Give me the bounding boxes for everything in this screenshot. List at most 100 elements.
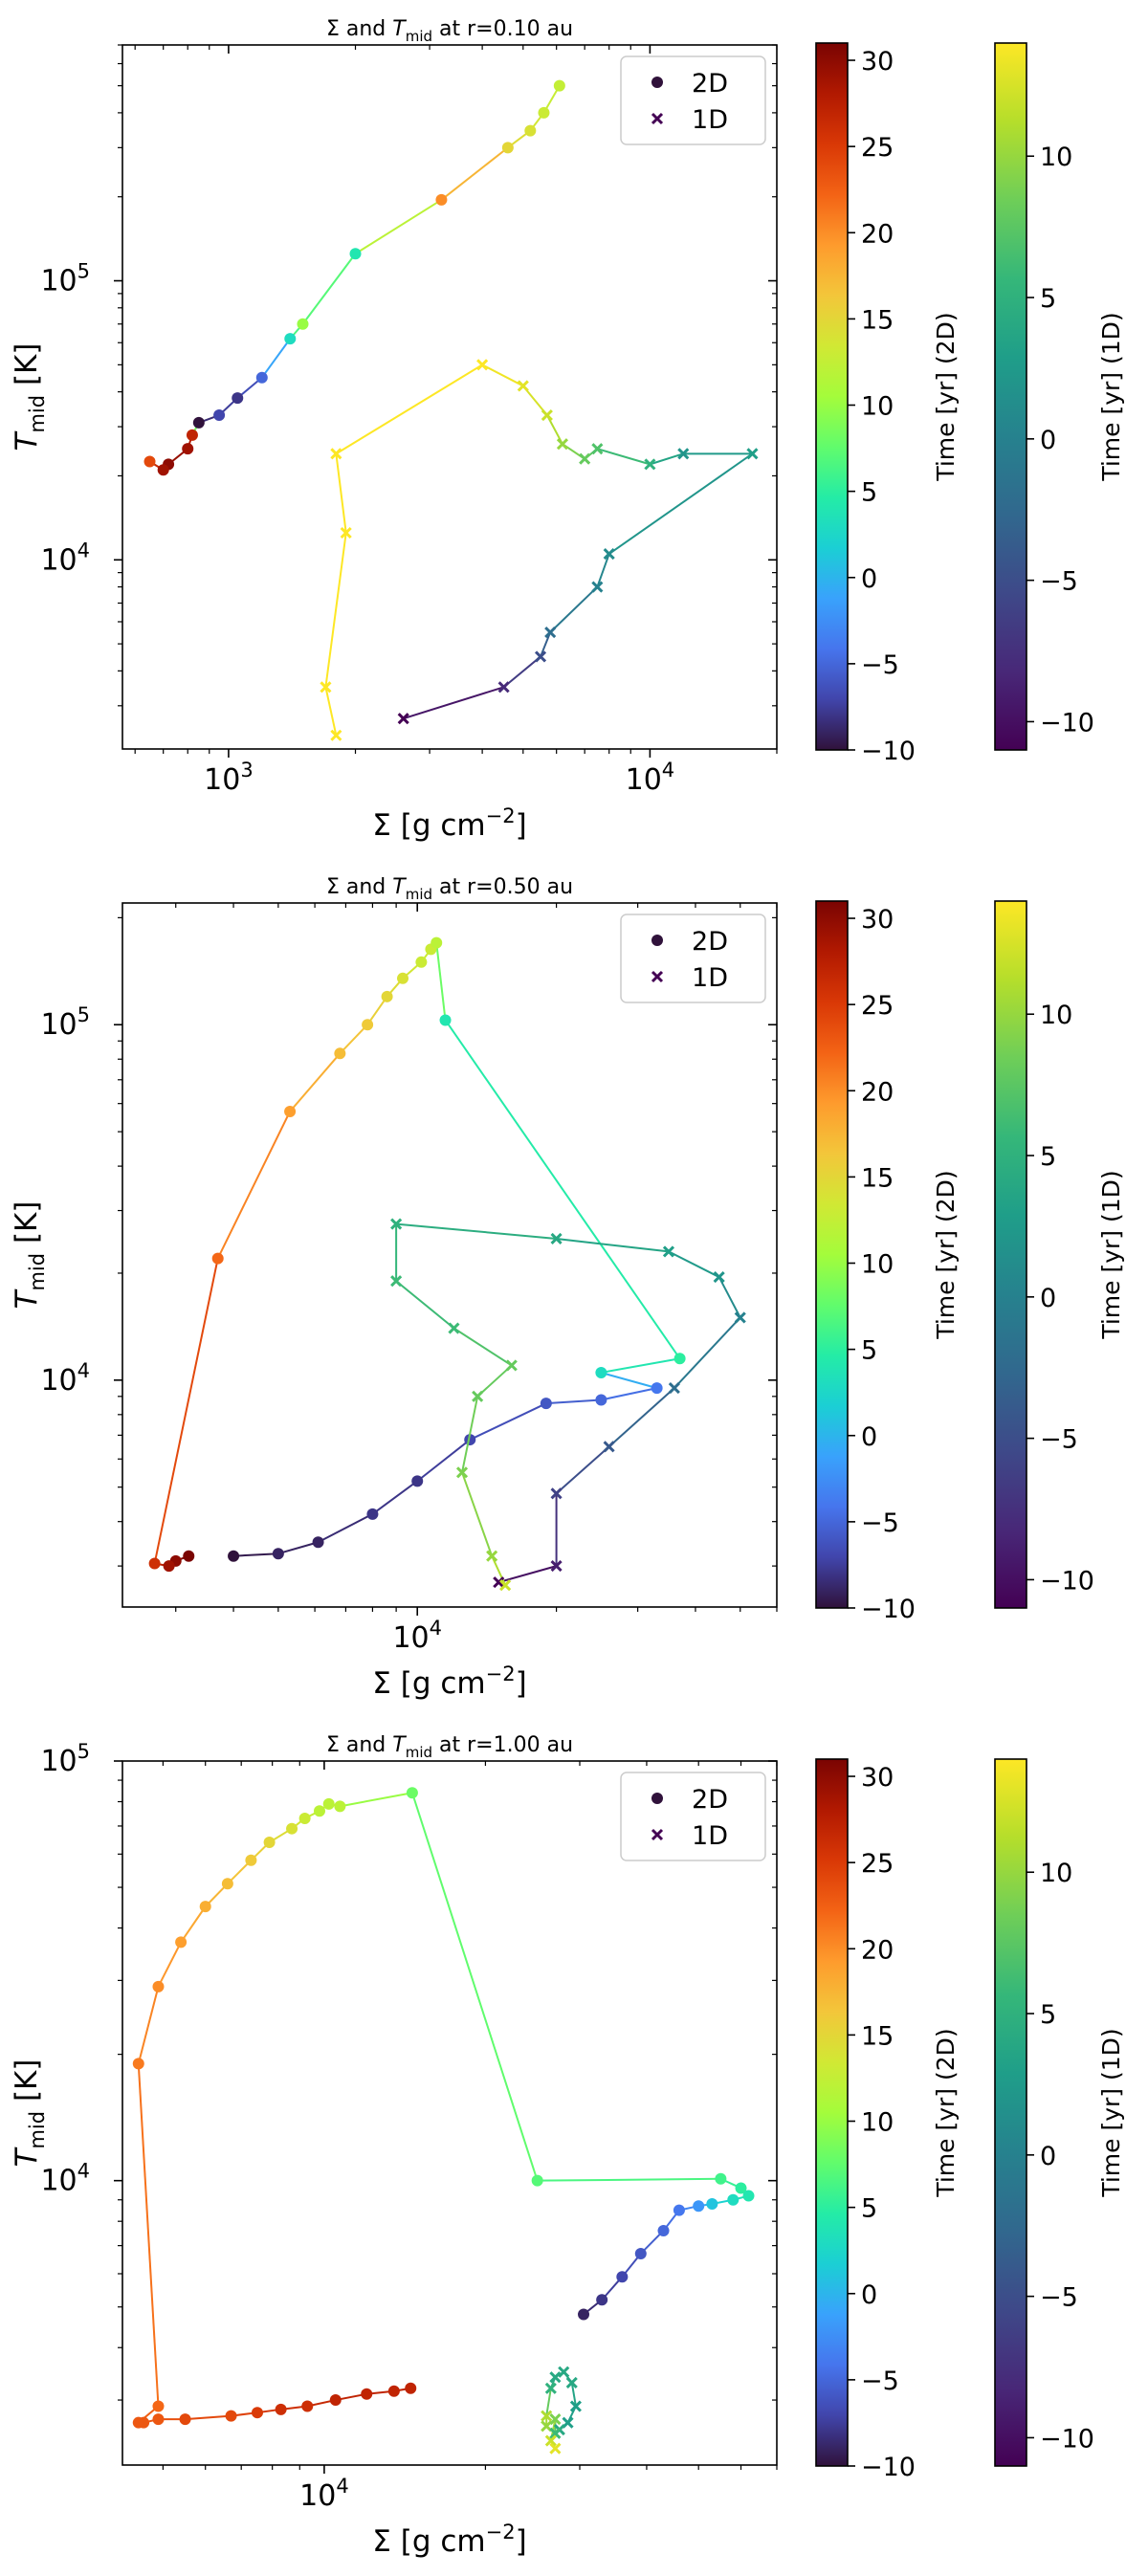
x-tick-label: 104 — [626, 759, 675, 797]
series-1D-point — [541, 408, 553, 422]
series-2D-segment — [216, 1111, 291, 1260]
series-2D-segment — [416, 1439, 471, 1483]
series-1D-segment — [503, 655, 541, 689]
series-2D-point — [387, 2385, 400, 2397]
colorbar-tick-label: −10 — [861, 1595, 916, 1624]
colorbar-tick-label: −5 — [861, 2367, 899, 2396]
colorbar-tick-label: −10 — [861, 2453, 916, 2482]
series-1D-point — [550, 1232, 563, 1245]
series-1D-segment — [549, 585, 599, 633]
colorbar-tick-label: −10 — [861, 737, 916, 766]
series-2D-point — [334, 1047, 346, 1060]
series-2D-point — [405, 2382, 417, 2394]
series-2D-point — [439, 1014, 452, 1026]
series-2D-point — [657, 2224, 670, 2236]
series-2D-segment — [537, 2177, 721, 2182]
colorbar-tick-label: 25 — [861, 133, 894, 163]
series-2D-point — [251, 2407, 263, 2419]
series-1D-point — [499, 1579, 512, 1592]
series-2D-segment — [153, 1258, 219, 1564]
series-2D-point — [186, 429, 198, 441]
colorbar-tick-label: 15 — [861, 2021, 894, 2051]
series-2D-point — [735, 2182, 747, 2194]
colorbar-bar — [994, 42, 1027, 751]
series-1D-segment — [461, 1396, 479, 1473]
series-2D-segment — [277, 1541, 319, 1555]
legend-marker-1d — [651, 970, 664, 983]
colorbar-tick-label: 15 — [861, 1163, 894, 1193]
series-1D-point — [644, 458, 656, 471]
series-1D-point — [541, 2410, 553, 2422]
series-2D-segment — [435, 942, 447, 1021]
series-2D-segment — [185, 2414, 232, 2421]
legend-label-1d: 1D — [692, 1821, 728, 1851]
colorbar-tick-label: 20 — [861, 1077, 894, 1107]
series-2D-segment — [260, 338, 292, 379]
series-2D-point — [538, 106, 550, 119]
series-1D-point — [668, 1382, 680, 1395]
x-tick-label: 104 — [299, 2475, 349, 2513]
colorbar-tick-label: 5 — [861, 1336, 877, 1366]
series-2D-point — [284, 1105, 297, 1117]
series-1D-point — [448, 1322, 460, 1334]
series-1D-point — [556, 438, 569, 451]
series-1D-segment — [545, 414, 563, 445]
series-2D-point — [693, 2200, 705, 2213]
series-1D-segment — [607, 1387, 675, 1448]
series-1D-point — [550, 1560, 563, 1573]
series-1D-segment — [545, 2388, 552, 2416]
series-2D-point — [272, 1548, 284, 1560]
colorbar-tick-label: 5 — [1040, 2000, 1056, 2030]
series-1D-segment — [335, 363, 483, 455]
colorbar-2d: −10 −5 0 5 10 15 20 25 30 Time [yr] (2D) — [815, 900, 960, 1624]
series-1D-segment — [668, 1250, 720, 1278]
colorbar-bar — [994, 900, 1027, 1609]
series-2D-point — [616, 2271, 629, 2283]
x-tick-label: 103 — [204, 759, 254, 797]
axes-frame — [121, 902, 778, 1608]
series-1D-segment — [335, 453, 347, 534]
series-1D-point — [603, 1441, 615, 1453]
series-2D-segment — [410, 1792, 539, 2181]
colorbar-tick-label: −10 — [1040, 708, 1094, 738]
series-2D-point — [132, 2058, 144, 2070]
plot-area — [144, 79, 759, 741]
colorbar-bar — [815, 900, 849, 1609]
colorbar-tick-label: −5 — [861, 650, 899, 680]
series-1D-point — [591, 581, 604, 593]
colorbar-tick-label: 0 — [1040, 2142, 1056, 2171]
series-1D-point — [746, 448, 759, 460]
colorbar-1d: −10 −5 0 5 10 Time [yr] (1D) — [994, 1758, 1125, 2467]
series-2D-point — [275, 2403, 287, 2415]
series-2D-point — [329, 2394, 342, 2407]
series-2D-point — [595, 1394, 607, 1406]
series-2D-segment — [339, 1024, 368, 1055]
colorbar-tick-label: 0 — [861, 564, 877, 594]
series-2D-point — [263, 1837, 276, 1849]
legend-label-2d: 2D — [692, 1785, 728, 1815]
colorbar-tick-label: 5 — [861, 478, 877, 508]
series-1D-point — [549, 2371, 562, 2384]
series-2D-point — [742, 2190, 755, 2202]
series-2D-segment — [233, 1552, 278, 1557]
series-1D-segment — [540, 631, 552, 657]
x-tick-label: 104 — [392, 1617, 442, 1655]
series-2D-point — [715, 2172, 727, 2185]
series-2D-segment — [601, 1387, 657, 1401]
series-2D-point — [199, 1901, 211, 1913]
series-1D-segment — [453, 1327, 513, 1367]
series-2D-point — [651, 1382, 663, 1395]
series-2D-point — [313, 1805, 325, 1817]
series-1D-point — [505, 1359, 518, 1372]
legend-marker-1d — [651, 1828, 664, 1841]
series-2D-point — [152, 2413, 165, 2426]
colorbar-tick-label: 20 — [861, 219, 894, 249]
colorbar-2d: −10 −5 0 5 10 15 20 25 30 Time [yr] (2D) — [815, 42, 960, 766]
y-tick-label: 104 — [40, 2160, 90, 2198]
colorbar-tick-label: 10 — [861, 2108, 894, 2138]
series-1D-point — [497, 681, 510, 694]
series-2D-point — [182, 443, 194, 455]
series-2D-point — [245, 1854, 257, 1866]
